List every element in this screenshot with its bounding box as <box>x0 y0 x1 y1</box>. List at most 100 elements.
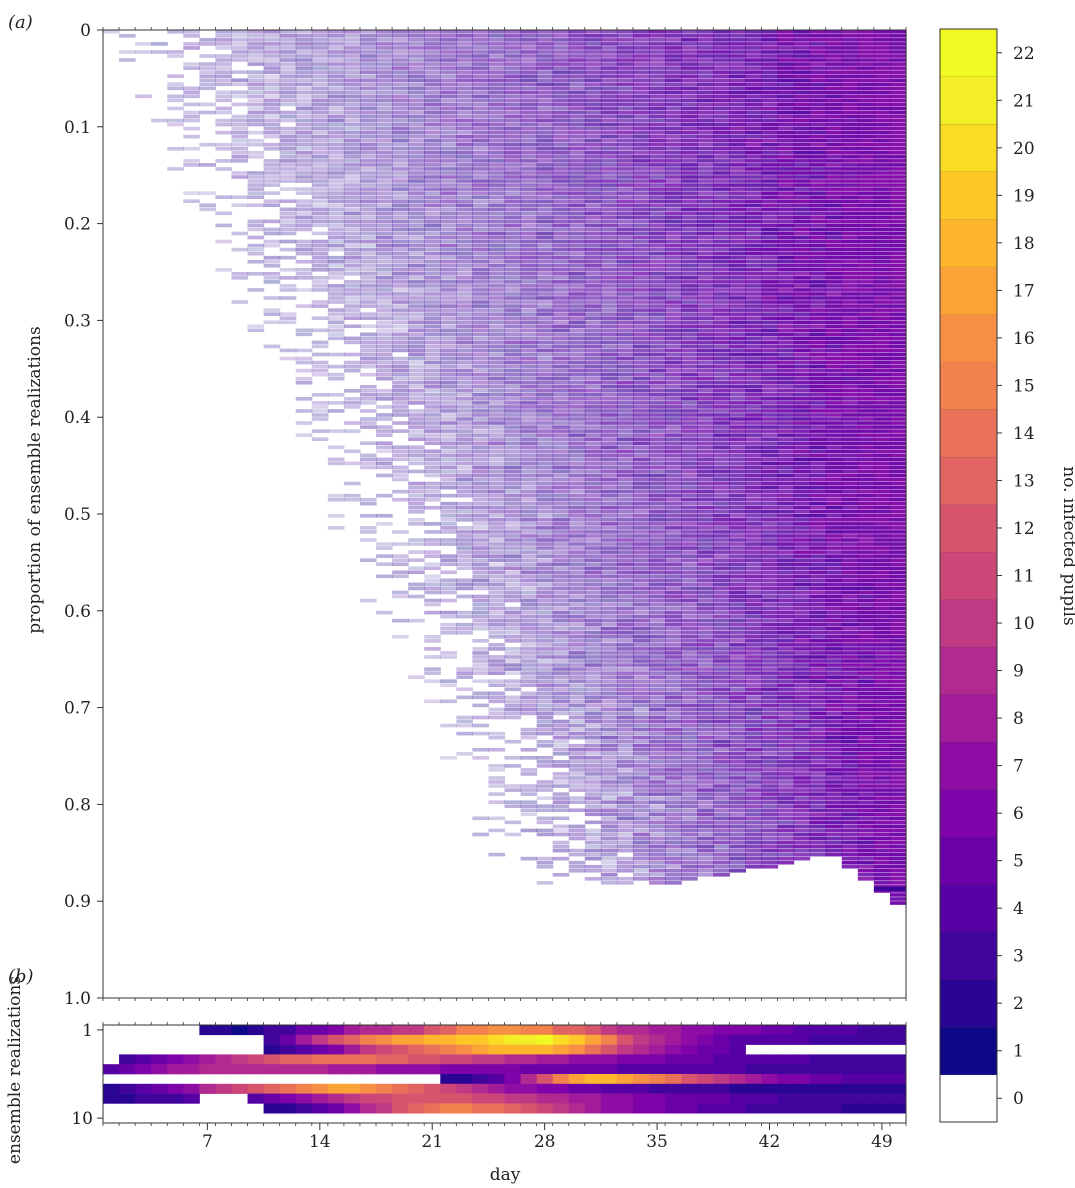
heatmap-cell <box>536 38 554 42</box>
heatmap-cell <box>681 70 698 74</box>
heatmap-cell <box>552 50 570 54</box>
heatmap-cell <box>681 38 698 42</box>
heatmap-cell <box>568 276 586 280</box>
heatmap-cell <box>649 175 666 179</box>
heatmap-cell <box>873 384 891 389</box>
heatmap-cell <box>777 255 795 260</box>
heatmap-cell <box>841 332 859 337</box>
heatmap-cell <box>665 324 682 329</box>
heatmap-cell <box>392 276 409 280</box>
heatmap-cell <box>536 284 554 288</box>
heatmap-cell <box>681 66 698 70</box>
heatmap-cell <box>616 550 634 554</box>
heatmap-cell <box>359 272 377 276</box>
heatmap-cell <box>472 477 490 482</box>
heatmap-cell <box>665 263 682 268</box>
heatmap-cell <box>697 151 714 155</box>
heatmap-cell <box>584 171 602 175</box>
heatmap-cell <box>552 332 570 337</box>
heatmap-cell <box>231 171 249 175</box>
heatmap-cell <box>649 514 666 518</box>
heatmap-cell <box>649 288 666 292</box>
heatmap-cell <box>504 509 522 514</box>
heatmap-cell <box>841 159 859 163</box>
heatmap-cell <box>761 348 779 353</box>
heatmap-cell <box>649 308 666 312</box>
heatmap-cell <box>873 526 891 530</box>
heatmap-cell <box>392 199 409 204</box>
heatmap-cell <box>841 138 859 143</box>
heatmap-cell <box>151 50 168 54</box>
heatmap-cell <box>488 134 506 139</box>
heatmap-cell <box>311 42 329 46</box>
heatmap-cell <box>552 405 570 409</box>
heatmap-cell <box>616 530 634 534</box>
heatmap-cell <box>729 481 746 486</box>
heatmap-cell <box>793 530 811 534</box>
heatmap-cell <box>873 70 891 74</box>
heatmap-cell <box>665 497 682 502</box>
heatmap-cell <box>231 38 249 42</box>
heatmap-cell <box>376 82 393 87</box>
heatmap-cell <box>167 54 184 58</box>
heatmap-cell <box>536 126 554 131</box>
heatmap-cell <box>327 409 345 413</box>
heatmap-cell <box>472 62 490 66</box>
heatmap-cell <box>777 280 795 284</box>
heatmap-cell <box>632 78 650 83</box>
heatmap-cell <box>215 167 233 171</box>
heatmap-cell <box>327 207 345 212</box>
heatmap-cell <box>263 175 281 179</box>
heatmap-cell <box>520 409 538 413</box>
heatmap-cell <box>520 247 538 252</box>
heatmap-cell <box>793 207 811 212</box>
heatmap-cell <box>520 522 538 526</box>
heatmap-cell <box>520 231 538 236</box>
heatmap-cell <box>889 489 907 494</box>
heatmap-cell <box>697 78 714 83</box>
heatmap-cell <box>729 413 746 417</box>
heatmap-cell <box>729 554 746 558</box>
heatmap-cell <box>520 243 538 248</box>
heatmap-cell <box>536 243 554 248</box>
heatmap-cell <box>713 263 730 268</box>
heatmap-cell <box>825 175 843 179</box>
heatmap-cell <box>600 509 618 514</box>
heatmap-cell <box>295 211 313 216</box>
heatmap-cell <box>279 62 297 66</box>
heatmap-cell <box>857 530 875 534</box>
heatmap-cell <box>825 461 843 466</box>
heatmap-cell <box>568 62 586 66</box>
heatmap-cell <box>376 167 393 171</box>
heatmap-cell <box>665 211 682 216</box>
heatmap-cell <box>632 344 650 349</box>
heatmap-cell <box>889 98 907 103</box>
heatmap-cell <box>504 243 522 248</box>
heatmap-cell <box>857 134 875 139</box>
heatmap-cell <box>825 372 843 377</box>
heatmap-cell <box>440 384 457 389</box>
heatmap-cell <box>793 38 811 42</box>
heatmap-cell <box>713 425 730 429</box>
heatmap-cell <box>665 70 682 74</box>
heatmap-cell <box>584 445 602 450</box>
heatmap-cell <box>777 308 795 312</box>
heatmap-cell <box>713 110 730 115</box>
heatmap-cell <box>552 175 570 179</box>
heatmap-cell <box>873 308 891 312</box>
heatmap-cell <box>552 497 570 502</box>
heatmap-cell <box>616 195 634 199</box>
heatmap-cell <box>761 94 779 99</box>
heatmap-cell <box>761 231 779 236</box>
heatmap-cell <box>761 380 779 385</box>
heatmap-cell <box>857 74 875 78</box>
heatmap-cell <box>857 518 875 522</box>
heatmap-cell <box>552 433 570 437</box>
heatmap-cell <box>873 247 891 252</box>
heatmap-cell <box>536 203 554 208</box>
heatmap-cell <box>745 247 763 252</box>
heatmap-cell <box>600 473 618 478</box>
heatmap-cell <box>777 284 795 288</box>
heatmap-cell <box>729 54 746 58</box>
heatmap-cell <box>295 239 313 244</box>
